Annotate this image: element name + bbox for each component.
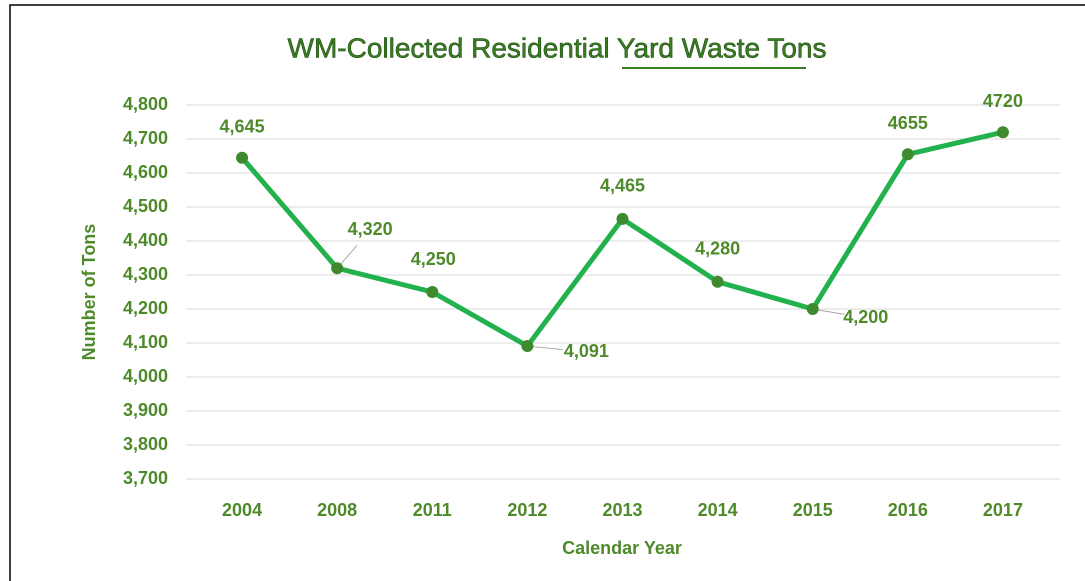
x-tick-label: 2011 (413, 500, 452, 520)
data-label: 4655 (888, 113, 928, 133)
data-label: 4,280 (695, 239, 740, 259)
y-tick-label: 4,600 (123, 162, 168, 182)
chart-border (9, 4, 1085, 581)
y-tick-label: 4,800 (123, 94, 168, 114)
x-tick-label: 2012 (507, 500, 547, 520)
y-axis-label: Number of Tons (79, 224, 99, 361)
y-tick-label: 3,900 (123, 400, 168, 420)
chart-title: WM-Collected Residential Yard Waste Tons (288, 32, 827, 63)
x-tick-label: 2016 (888, 500, 928, 520)
data-point (901, 148, 914, 161)
y-tick-label: 4,000 (123, 366, 168, 386)
data-label: 4,091 (564, 341, 609, 361)
y-tick-label: 4,300 (123, 264, 168, 284)
y-tick-label: 4,700 (123, 128, 168, 148)
x-tick-label: 2015 (793, 500, 833, 520)
data-point (616, 212, 629, 225)
x-tick-label: 2004 (222, 500, 262, 520)
x-tick-label: 2013 (602, 500, 642, 520)
data-point (426, 286, 439, 298)
y-tick-label: 3,700 (123, 468, 168, 488)
x-tick-label: 2008 (317, 500, 357, 520)
data-label: 4,250 (411, 249, 456, 269)
x-axis-label: Calendar Year (562, 538, 682, 558)
y-tick-label: 3,800 (123, 434, 168, 454)
data-point (806, 303, 819, 315)
x-tick-label: 2014 (698, 500, 738, 520)
data-label: 4,645 (220, 116, 265, 136)
y-tick-label: 4,500 (123, 196, 168, 216)
data-label: 4,200 (843, 307, 888, 327)
data-label: 4,465 (600, 176, 645, 196)
y-tick-label: 4,400 (123, 230, 168, 250)
y-tick-label: 4,100 (123, 332, 168, 352)
data-point (331, 262, 344, 275)
data-point (236, 151, 249, 164)
data-point (521, 340, 534, 353)
data-label: 4720 (983, 91, 1023, 111)
x-tick-label: 2017 (983, 500, 1023, 520)
data-point (996, 126, 1009, 139)
data-point (711, 275, 724, 288)
data-label: 4,320 (348, 219, 393, 239)
y-tick-label: 4,200 (123, 298, 168, 318)
